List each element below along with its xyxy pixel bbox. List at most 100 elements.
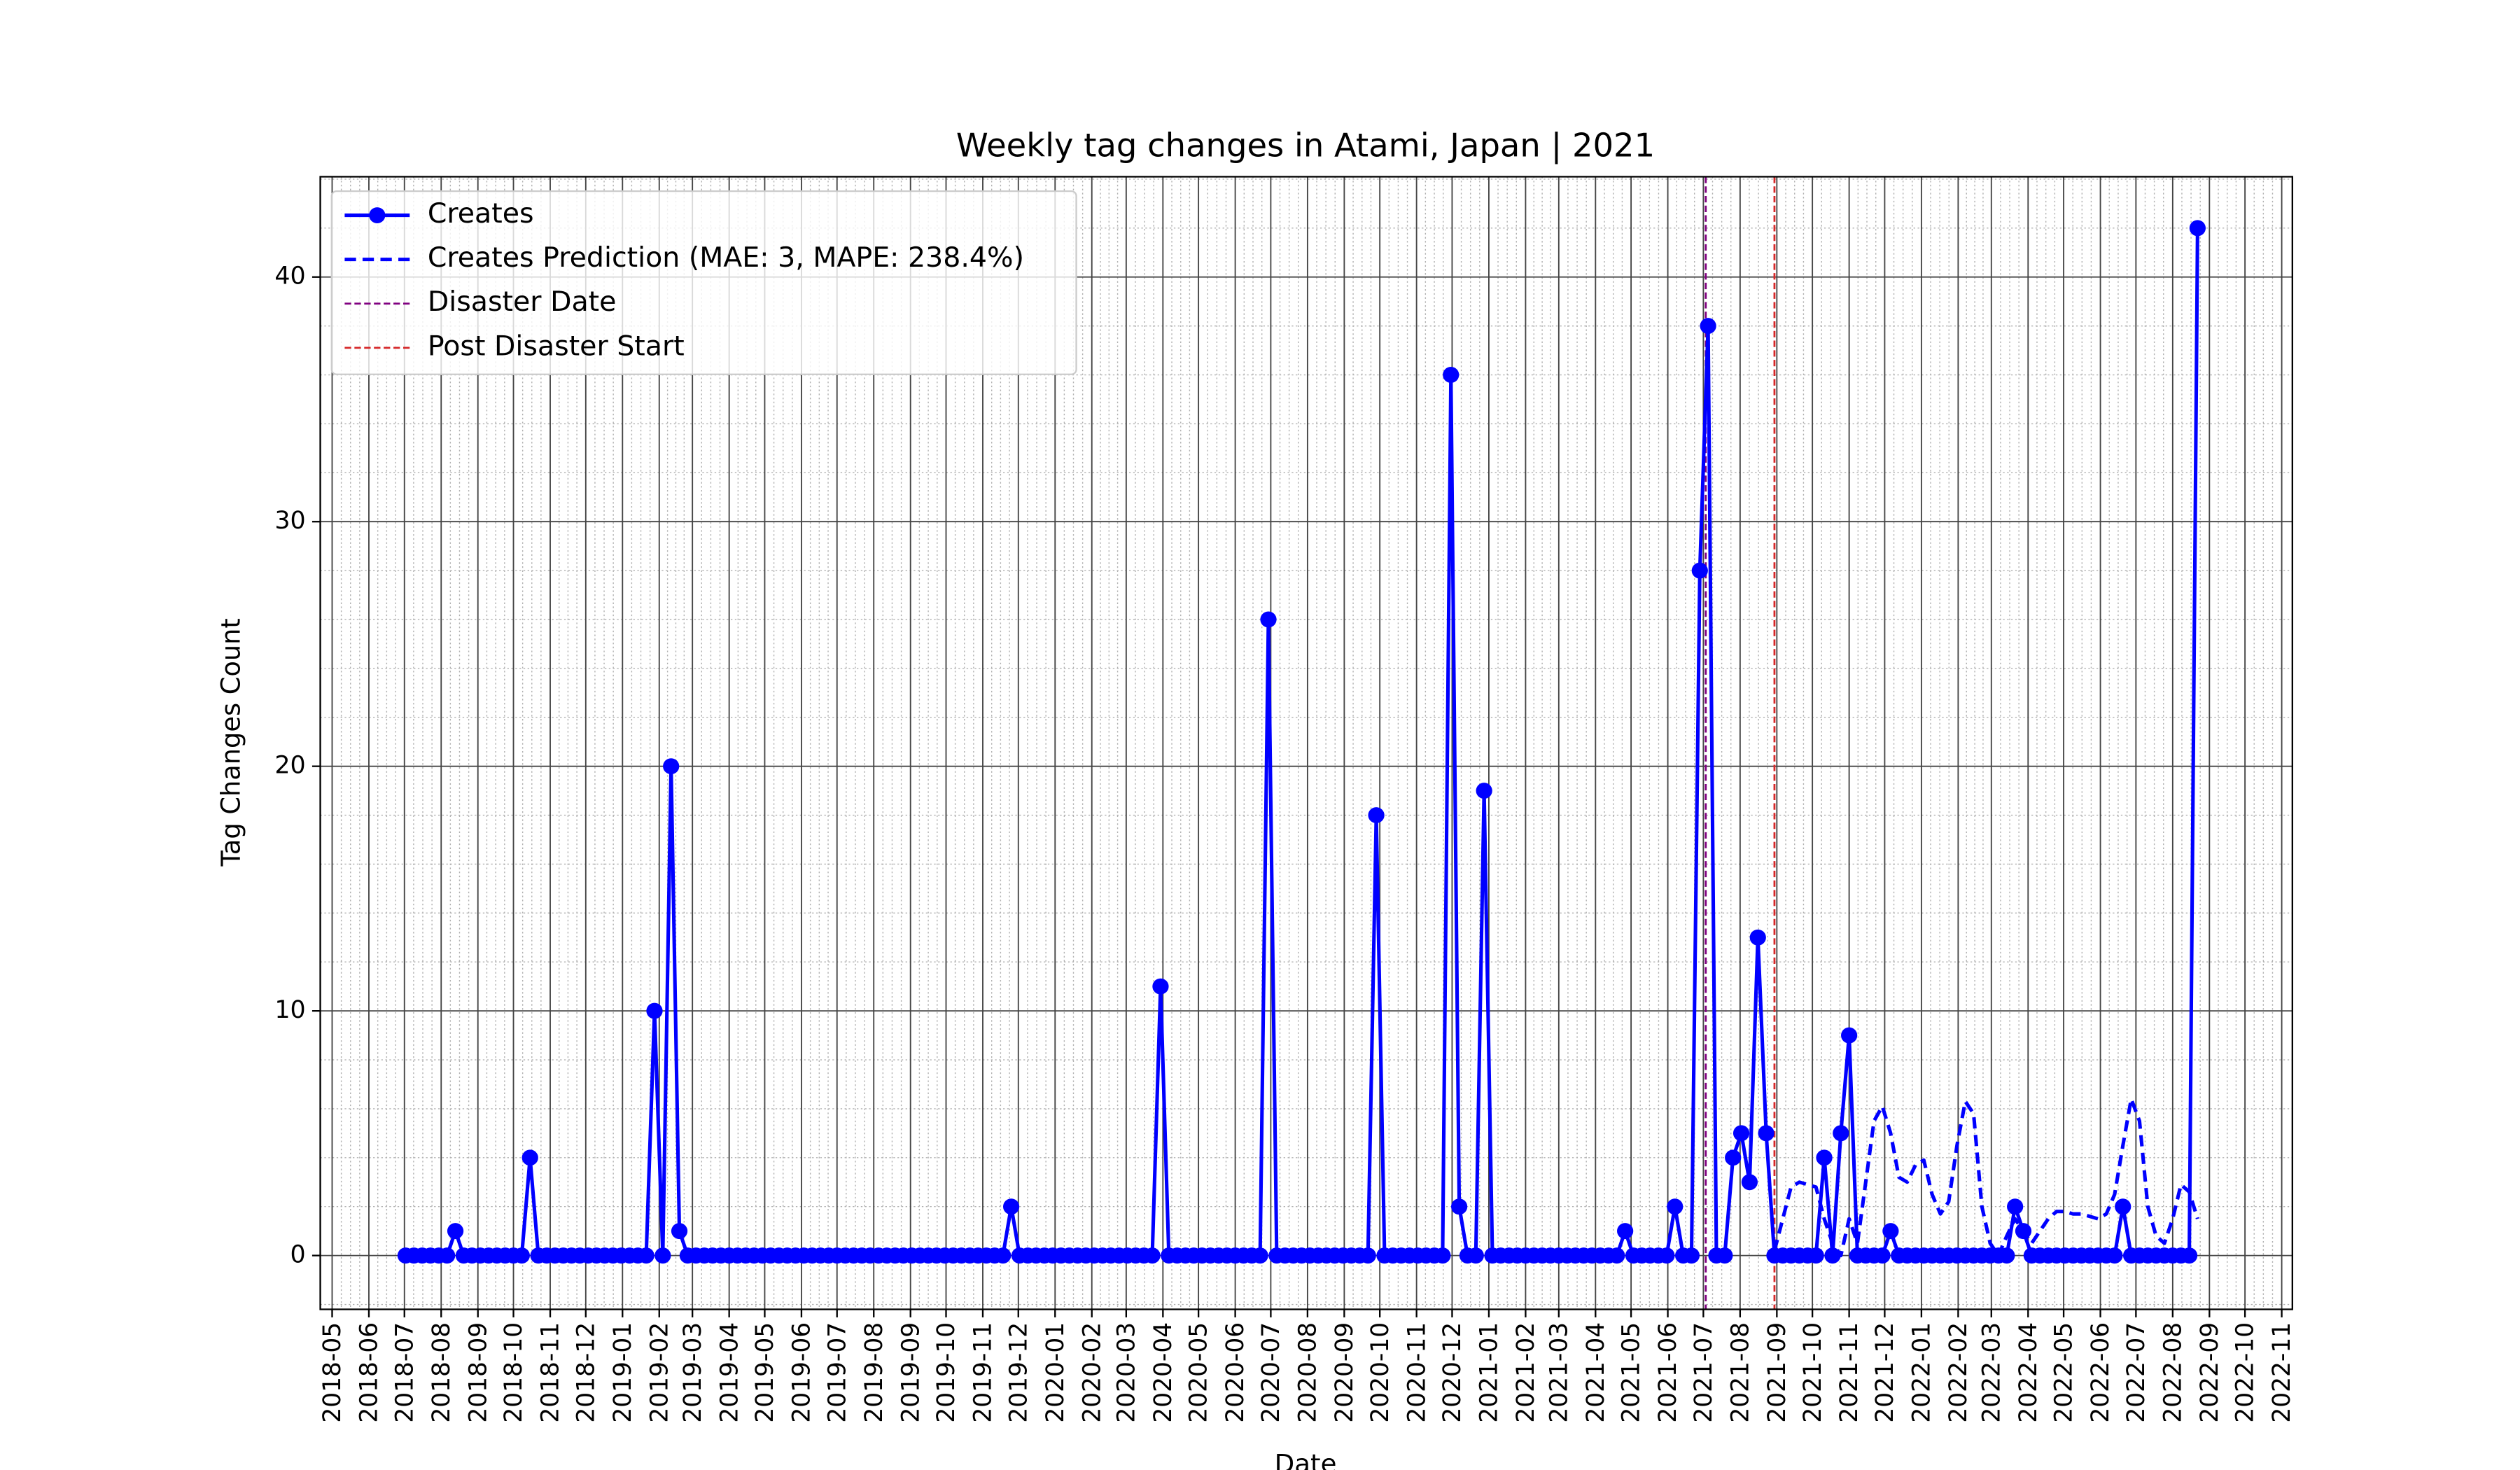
data-point xyxy=(1144,1247,1161,1264)
x-tick-label: 2022-01 xyxy=(1907,1322,1935,1423)
y-tick-label: 30 xyxy=(274,507,305,535)
x-tick-label: 2018-05 xyxy=(318,1322,346,1423)
x-tick-label: 2020-07 xyxy=(1257,1322,1285,1423)
x-tick-label: 2019-01 xyxy=(609,1322,637,1423)
x-tick-label: 2022-09 xyxy=(2196,1322,2224,1423)
data-point xyxy=(1741,1174,1758,1191)
data-point xyxy=(1617,1223,1634,1240)
legend-box xyxy=(330,190,1077,375)
data-point xyxy=(1749,929,1766,946)
x-tick-label: 2018-10 xyxy=(500,1322,528,1423)
data-point xyxy=(1152,978,1169,995)
x-tick-label: 2021-03 xyxy=(1545,1322,1573,1423)
x-tick-label: 2019-08 xyxy=(860,1322,888,1423)
x-tick-label: 2020-06 xyxy=(1222,1322,1250,1423)
data-point xyxy=(1716,1247,1733,1264)
data-point xyxy=(663,758,680,775)
data-point xyxy=(1882,1223,1899,1240)
data-point xyxy=(638,1247,654,1264)
x-tick-label: 2022-04 xyxy=(2015,1322,2043,1423)
data-point xyxy=(1683,1247,1700,1264)
grid xyxy=(320,176,2292,1310)
x-tick-label: 2020-12 xyxy=(1438,1322,1466,1423)
x-tick-label: 2018-09 xyxy=(464,1322,492,1423)
x-tick-label: 2022-07 xyxy=(2122,1322,2150,1423)
data-point xyxy=(1359,1247,1376,1264)
x-tick-label: 2018-12 xyxy=(572,1322,600,1423)
x-tick-label: 2018-11 xyxy=(536,1322,564,1423)
data-point xyxy=(1667,1198,1684,1215)
data-point xyxy=(1443,367,1460,384)
data-point xyxy=(1691,562,1708,579)
x-tick-label: 2018-07 xyxy=(391,1322,419,1423)
y-tick-label: 40 xyxy=(274,262,305,290)
x-tick-label: 2021-01 xyxy=(1475,1322,1503,1423)
x-tick-label: 2021-10 xyxy=(1799,1322,1827,1423)
x-tick-label: 2019-10 xyxy=(932,1322,960,1423)
x-tick-label: 2020-03 xyxy=(1112,1322,1140,1423)
data-point xyxy=(1841,1027,1858,1044)
data-point xyxy=(1450,1198,1468,1215)
x-tick-label: 2019-12 xyxy=(1004,1322,1032,1423)
data-point xyxy=(1260,611,1277,628)
data-point xyxy=(1874,1247,1891,1264)
y-tick-label: 20 xyxy=(274,752,305,780)
data-point xyxy=(1476,783,1492,799)
data-point xyxy=(1998,1247,2015,1264)
x-tick-label: 2022-10 xyxy=(2232,1322,2260,1423)
data-point xyxy=(1732,1125,1750,1142)
x-tick-label: 2020-11 xyxy=(1403,1322,1431,1423)
x-tick-label: 2022-03 xyxy=(1977,1322,2005,1423)
x-tick-label: 2019-07 xyxy=(823,1322,851,1423)
data-point xyxy=(1434,1247,1451,1264)
x-tick-label: 2021-05 xyxy=(1618,1322,1646,1423)
x-tick-label: 2019-06 xyxy=(788,1322,816,1423)
plot-frame xyxy=(319,176,2293,1310)
x-tick-label: 2022-06 xyxy=(2087,1322,2115,1423)
x-tick-label: 2018-08 xyxy=(428,1322,456,1423)
x-axis-label: Date xyxy=(1275,1449,1337,1470)
x-tick-label: 2021-09 xyxy=(1763,1322,1791,1423)
x-tick-label: 2019-09 xyxy=(897,1322,925,1423)
x-tick-label: 2022-08 xyxy=(2159,1322,2187,1423)
data-point xyxy=(2007,1198,2024,1215)
series-line xyxy=(1772,1097,2199,1258)
x-tick-label: 2020-04 xyxy=(1149,1322,1177,1423)
data-point xyxy=(439,1247,456,1264)
x-tick-label: 2022-02 xyxy=(1945,1322,1973,1423)
x-tick-label: 2021-11 xyxy=(1835,1322,1863,1423)
chart-title: Weekly tag changes in Atami, Japan | 202… xyxy=(956,127,1655,165)
legend-label: Creates xyxy=(428,198,534,230)
x-tick-label: 2021-08 xyxy=(1726,1322,1754,1423)
data-point xyxy=(447,1223,464,1240)
data-point xyxy=(1467,1247,1484,1264)
y-axis-label: Tag Changes Count xyxy=(216,618,246,867)
data-point xyxy=(1816,1149,1833,1166)
data-point xyxy=(1833,1125,1849,1142)
x-tick-label: 2022-05 xyxy=(2050,1322,2078,1423)
data-point xyxy=(2115,1198,2132,1215)
legend: Creates Creates Prediction (MAE: 3, MAPE:… xyxy=(330,190,1077,375)
data-point xyxy=(995,1247,1011,1264)
x-tick-label: 2021-06 xyxy=(1654,1322,1682,1423)
x-tick-label: 2019-11 xyxy=(969,1322,997,1423)
data-point xyxy=(671,1223,688,1240)
x-tick-label: 2018-06 xyxy=(355,1322,383,1423)
x-tick-label: 2020-08 xyxy=(1294,1322,1322,1423)
data-point xyxy=(1368,807,1385,824)
x-tick-label: 2019-04 xyxy=(715,1322,743,1423)
legend-marker xyxy=(369,207,386,224)
data-point xyxy=(2189,220,2206,237)
legend-label: Post Disaster Start xyxy=(428,331,685,363)
data-point xyxy=(2106,1247,2123,1264)
x-tick-label: 2019-05 xyxy=(751,1322,779,1423)
x-tick-label: 2019-02 xyxy=(645,1322,673,1423)
data-point xyxy=(1658,1247,1675,1264)
x-tick-label: 2021-12 xyxy=(1871,1322,1899,1423)
y-tick-label: 10 xyxy=(274,996,305,1024)
data-point xyxy=(1003,1198,1020,1215)
data-point xyxy=(1700,318,1716,335)
data-point xyxy=(1807,1247,1824,1264)
data-point xyxy=(646,1002,663,1019)
